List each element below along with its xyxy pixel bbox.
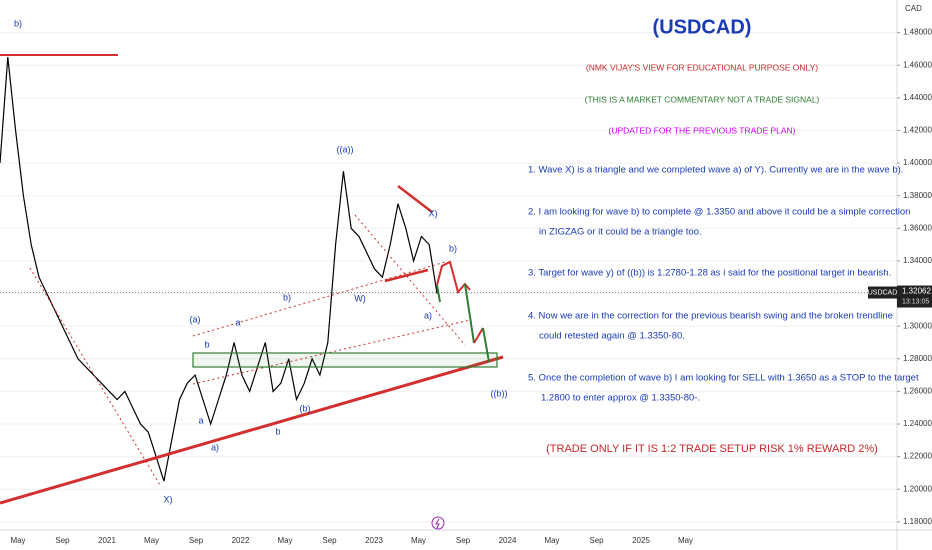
y-tick-label: 1.36000 <box>903 223 932 232</box>
projection <box>473 327 484 344</box>
wave-label: b <box>275 426 280 436</box>
triangle-line <box>397 185 433 213</box>
clock-label: 13:13:05 <box>902 298 929 305</box>
projection <box>482 327 490 363</box>
wave-label: b <box>204 339 209 349</box>
projection <box>464 283 475 344</box>
commentary-line: 4. Now we are in the correction for the … <box>528 311 893 322</box>
x-tick-label: Sep <box>456 536 471 545</box>
channel-line <box>192 261 446 337</box>
price-label: 1.32062 <box>902 287 931 296</box>
target-zone <box>192 352 498 368</box>
y-tick-label: 1.34000 <box>903 256 932 265</box>
x-tick-label: 2023 <box>365 536 383 545</box>
x-tick-label: May <box>10 536 25 545</box>
commentary-line: could retested again @ 1.3350-80. <box>539 331 685 342</box>
wave-label: X) <box>164 494 173 504</box>
price-line <box>0 57 438 482</box>
x-tick-label: May <box>544 536 559 545</box>
y-tick-label: 1.46000 <box>903 60 932 69</box>
symbol-label: USDCAD <box>868 289 898 296</box>
commentary-line: 1. Wave X) is a triangle and we complete… <box>528 165 903 176</box>
x-tick-label: 2022 <box>232 536 250 545</box>
trendline <box>0 355 504 505</box>
channel-line <box>192 319 471 385</box>
x-tick-label: Sep <box>589 536 604 545</box>
x-tick-label: 2024 <box>499 536 517 545</box>
event-icon <box>435 518 440 529</box>
x-tick-label: Sep <box>189 536 204 545</box>
commentary-line: 5. Once the completion of wave b) I am l… <box>528 373 919 384</box>
wave-label: a <box>235 317 240 327</box>
y-tick-label: 1.40000 <box>903 158 932 167</box>
x-tick-label: May <box>411 536 426 545</box>
y-tick-label: 1.18000 <box>903 517 932 526</box>
wave-label: W) <box>354 293 366 303</box>
x-tick-label: May <box>277 536 292 545</box>
y-tick-label: 1.48000 <box>903 28 932 37</box>
wave-label: ((b)) <box>491 388 508 398</box>
y-tick-label: 1.44000 <box>903 93 932 102</box>
x-tick-label: May <box>144 536 159 545</box>
y-tick-label: 1.28000 <box>903 354 932 363</box>
wave-label: X) <box>429 208 438 218</box>
x-tick-label: Sep <box>322 536 337 545</box>
y-tick-label: 1.42000 <box>903 126 932 135</box>
x-tick-label: 2025 <box>632 536 650 545</box>
symbol-tag <box>868 286 897 299</box>
wave-label: b) <box>449 243 457 253</box>
currency-label: CAD <box>905 4 922 13</box>
trade-rule: (TRADE ONLY IF IT IS 1:2 TRADE SETUP RIS… <box>546 443 878 455</box>
wave-label: ((a)) <box>337 144 354 154</box>
event-icon <box>431 516 445 530</box>
channel-line <box>354 214 466 346</box>
commentary-line: 2. I am looking for wave b) to complete … <box>528 207 910 218</box>
chart-title: (USDCAD) <box>653 16 752 38</box>
wave-label: b) <box>283 292 291 302</box>
wave-label: (b) <box>300 403 311 413</box>
wave-label: (a) <box>190 314 201 324</box>
update-note: (UPDATED FOR THE PREVIOUS TRADE PLAN) <box>608 125 795 135</box>
wave-label: b) <box>14 18 22 28</box>
y-tick-label: 1.30000 <box>903 321 932 330</box>
y-tick-label: 1.22000 <box>903 452 932 461</box>
price-tag <box>897 285 932 308</box>
x-tick-label: 2021 <box>98 536 116 545</box>
projection <box>436 284 441 303</box>
commentary-line: in ZIGZAG or it could be a triangle too. <box>539 227 702 238</box>
notice: (THIS IS A MARKET COMMENTARY NOT A TRADE… <box>585 94 820 104</box>
x-tick-label: May <box>678 536 693 545</box>
wave-label: a <box>198 415 203 425</box>
disclaimer: (NMK VIJAY'S VIEW FOR EDUCATIONAL PURPOS… <box>586 62 818 72</box>
y-tick-label: 1.20000 <box>903 484 932 493</box>
commentary-line: 1.2800 to enter approx @ 1.3350-80-. <box>541 393 700 404</box>
y-tick-label: 1.24000 <box>903 419 932 428</box>
wave-label: a) <box>211 442 219 452</box>
y-tick-label: 1.38000 <box>903 191 932 200</box>
channel-line <box>29 267 161 486</box>
x-tick-label: Sep <box>55 536 70 545</box>
triangle-line <box>384 268 429 283</box>
commentary-line: 3. Target for wave y) of ((b)) is 1.2780… <box>528 268 891 279</box>
y-tick-label: 1.26000 <box>903 386 932 395</box>
wave-label: a) <box>424 310 432 320</box>
